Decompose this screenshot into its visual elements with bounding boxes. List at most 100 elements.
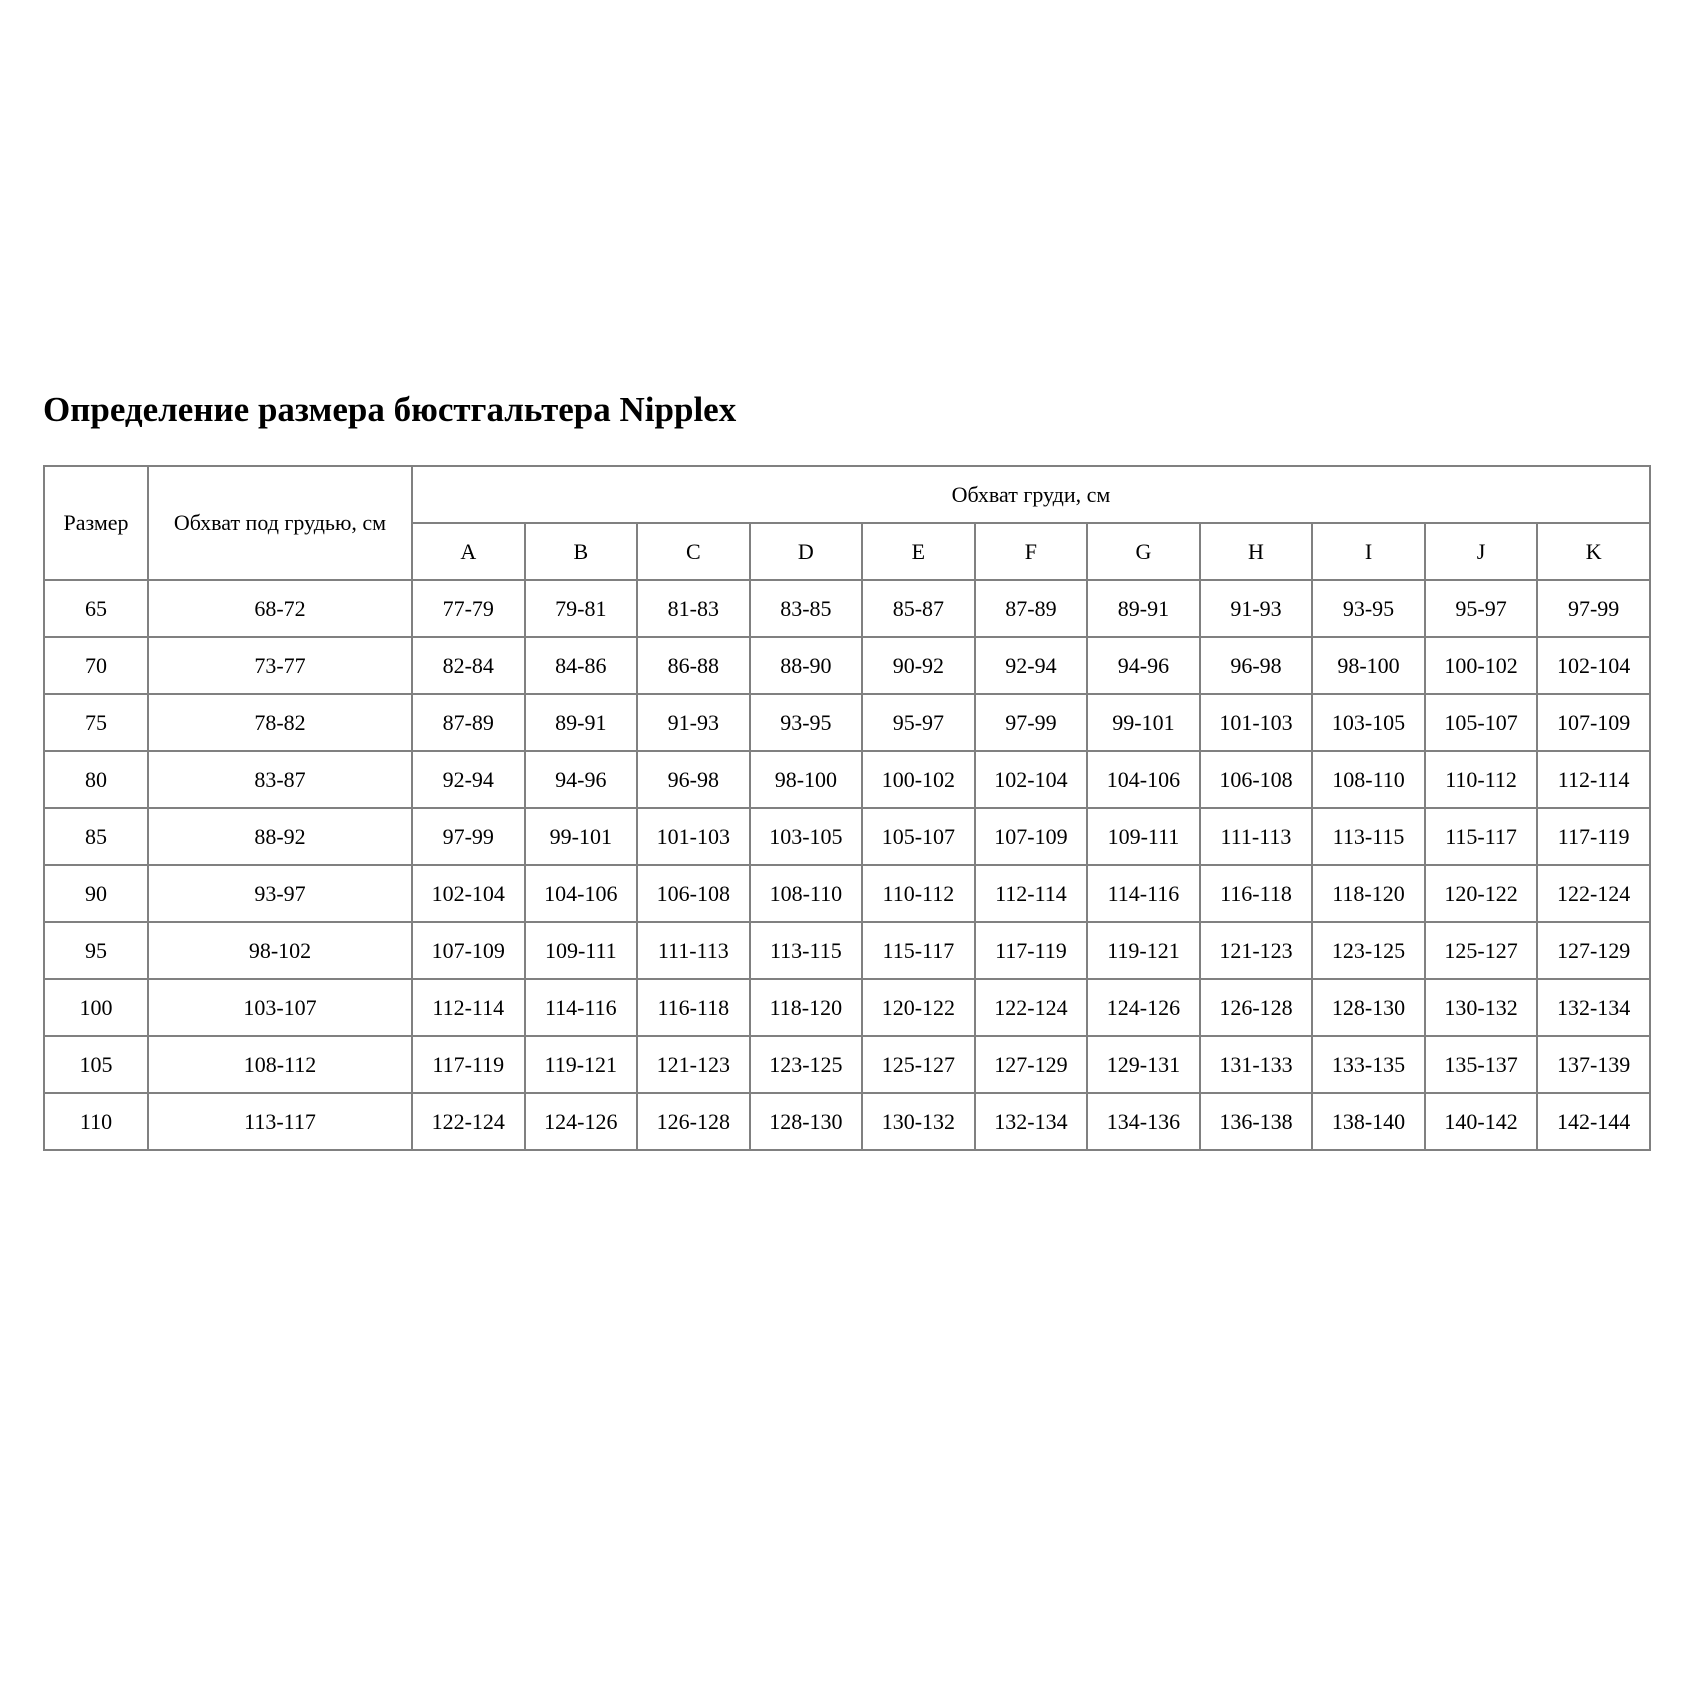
- bust-cell: 117-119: [411, 1035, 526, 1094]
- header-underbust: Обхват под грудью, см: [147, 465, 413, 581]
- bust-cell: 111-113: [1198, 807, 1314, 866]
- bust-cell: 135-137: [1423, 1035, 1539, 1094]
- bust-cell: 108-110: [748, 864, 864, 923]
- bust-cell: 103-105: [748, 807, 864, 866]
- bust-cell: 106-108: [636, 864, 751, 923]
- bust-cell: 94-96: [523, 750, 639, 809]
- size-cell: 95: [43, 921, 149, 980]
- underbust-cell: 103-107: [147, 978, 413, 1037]
- bust-cell: 113-115: [748, 921, 864, 980]
- bust-cell: 112-114: [973, 864, 1089, 923]
- bust-cell: 119-121: [1086, 921, 1201, 980]
- bust-cell: 83-85: [748, 579, 864, 638]
- bust-cell: 107-109: [1536, 693, 1651, 752]
- bust-cell: 132-134: [973, 1092, 1089, 1151]
- underbust-cell: 83-87: [147, 750, 413, 809]
- size-cell: 65: [43, 579, 149, 638]
- size-cell: 80: [43, 750, 149, 809]
- bust-cell: 121-123: [1198, 921, 1314, 980]
- bust-cell: 103-105: [1311, 693, 1426, 752]
- table-row: 65 68-72 77-79 79-81 81-83 83-85 85-87 87-89 89-…: [43, 579, 1651, 638]
- size-cell: 90: [43, 864, 149, 923]
- underbust-cell: 108-112: [147, 1035, 413, 1094]
- size-cell: 85: [43, 807, 149, 866]
- bust-cell: 117-119: [1536, 807, 1651, 866]
- bust-cell: 132-134: [1536, 978, 1651, 1037]
- size-cell: 75: [43, 693, 149, 752]
- underbust-cell: 73-77: [147, 636, 413, 695]
- bust-cell: 125-127: [1423, 921, 1539, 980]
- bust-cell: 96-98: [1198, 636, 1314, 695]
- bust-cell: 119-121: [523, 1035, 639, 1094]
- header-cup-j: J: [1423, 522, 1539, 581]
- bust-cell: 122-124: [1536, 864, 1651, 923]
- bust-cell: 99-101: [523, 807, 639, 866]
- bust-cell: 117-119: [973, 921, 1089, 980]
- bust-cell: 123-125: [748, 1035, 864, 1094]
- header-cup-c: C: [636, 522, 751, 581]
- bust-cell: 138-140: [1311, 1092, 1426, 1151]
- bust-cell: 88-90: [748, 636, 864, 695]
- bust-cell: 134-136: [1086, 1092, 1201, 1151]
- bust-cell: 114-116: [1086, 864, 1201, 923]
- bust-cell: 92-94: [411, 750, 526, 809]
- bust-cell: 120-122: [861, 978, 976, 1037]
- header-size: Размер: [43, 465, 149, 581]
- bust-cell: 128-130: [748, 1092, 864, 1151]
- bust-cell: 98-100: [748, 750, 864, 809]
- bust-cell: 105-107: [861, 807, 976, 866]
- bust-cell: 90-92: [861, 636, 976, 695]
- bust-cell: 112-114: [1536, 750, 1651, 809]
- bust-cell: 93-95: [1311, 579, 1426, 638]
- bust-cell: 130-132: [861, 1092, 976, 1151]
- table-row: 85 88-92 97-99 99-101 101-103 103-105 105-107 1…: [43, 807, 1651, 866]
- size-cell: 105: [43, 1035, 149, 1094]
- header-cup-a: A: [411, 522, 526, 581]
- page-title: Определение размера бюстгальтера Nipplex: [43, 390, 737, 429]
- header-cup-b: B: [523, 522, 639, 581]
- size-cell: 110: [43, 1092, 149, 1151]
- bust-cell: 95-97: [861, 693, 976, 752]
- bust-cell: 131-133: [1198, 1035, 1314, 1094]
- header-cup-h: H: [1198, 522, 1314, 581]
- underbust-cell: 113-117: [147, 1092, 413, 1151]
- bust-cell: 91-93: [636, 693, 751, 752]
- bust-cell: 109-111: [523, 921, 639, 980]
- bust-cell: 105-107: [1423, 693, 1539, 752]
- bust-cell: 127-129: [973, 1035, 1089, 1094]
- bust-cell: 113-115: [1311, 807, 1426, 866]
- bust-cell: 133-135: [1311, 1035, 1426, 1094]
- table-row: 110 113-117 122-124 124-126 126-128 128-130 13…: [43, 1092, 1651, 1151]
- bust-cell: 97-99: [411, 807, 526, 866]
- bust-cell: 104-106: [1086, 750, 1201, 809]
- bust-cell: 92-94: [973, 636, 1089, 695]
- table-row: 70 73-77 82-84 84-86 86-88 88-90 90-92 92-94 94-…: [43, 636, 1651, 695]
- bust-cell: 102-104: [973, 750, 1089, 809]
- table-row: 80 83-87 92-94 94-96 96-98 98-100 100-102 102-1…: [43, 750, 1651, 809]
- bust-cell: 125-127: [861, 1035, 976, 1094]
- bust-cell: 100-102: [861, 750, 976, 809]
- bust-cell: 96-98: [636, 750, 751, 809]
- bust-cell: 120-122: [1423, 864, 1539, 923]
- bust-cell: 130-132: [1423, 978, 1539, 1037]
- bust-cell: 97-99: [1536, 579, 1651, 638]
- bust-cell: 140-142: [1423, 1092, 1539, 1151]
- bust-cell: 121-123: [636, 1035, 751, 1094]
- bust-cell: 99-101: [1086, 693, 1201, 752]
- bust-cell: 101-103: [636, 807, 751, 866]
- size-table: Размер Обхват под грудью, см Обхват груд…: [43, 465, 1651, 1151]
- bust-cell: 107-109: [411, 921, 526, 980]
- bust-cell: 136-138: [1198, 1092, 1314, 1151]
- bust-cell: 142-144: [1536, 1092, 1651, 1151]
- bust-cell: 122-124: [411, 1092, 526, 1151]
- bust-cell: 114-116: [523, 978, 639, 1037]
- underbust-cell: 93-97: [147, 864, 413, 923]
- bust-cell: 116-118: [1198, 864, 1314, 923]
- bust-cell: 128-130: [1311, 978, 1426, 1037]
- bust-cell: 79-81: [523, 579, 639, 638]
- bust-cell: 100-102: [1423, 636, 1539, 695]
- size-cell: 100: [43, 978, 149, 1037]
- underbust-cell: 68-72: [147, 579, 413, 638]
- bust-cell: 89-91: [523, 693, 639, 752]
